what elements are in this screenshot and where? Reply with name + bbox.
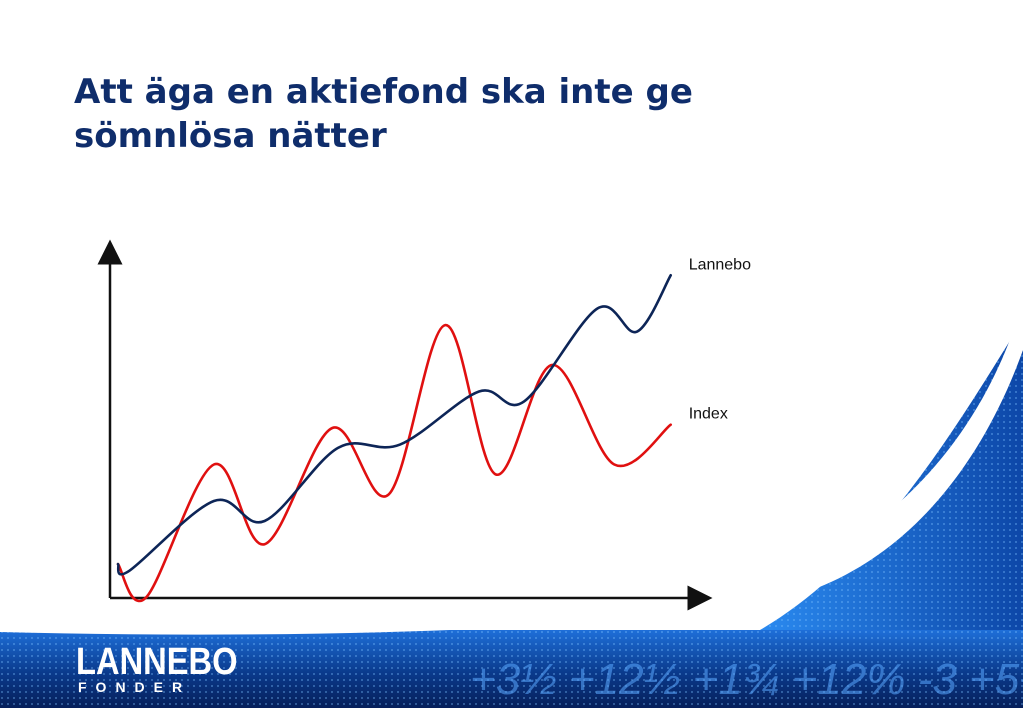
slide-title: Att äga en aktiefond ska inte ge sömnlös… <box>74 70 834 158</box>
lannebo-fonder-logo: LANNEBO FONDER <box>76 641 238 695</box>
logo-subtitle: FONDER <box>78 679 192 695</box>
series-line-lannebo <box>116 274 672 576</box>
background-swoosh <box>0 300 1023 635</box>
background-ticker-text: +3½ +12½ +1¾ +12% -3 +5¼ <box>470 655 1023 704</box>
series-label-lannebo: Lannebo <box>689 256 751 273</box>
slide-title-line-1: Att äga en aktiefond ska inte ge <box>74 72 693 112</box>
background-dots-right <box>760 320 1023 630</box>
background-dots-bottom <box>0 630 1023 708</box>
series-line-index <box>116 323 672 603</box>
logo-wordmark: LANNEBO <box>76 641 238 683</box>
series-label-index: Index <box>689 406 728 423</box>
slide-title-line-2: sömnlösa nätter <box>74 116 387 156</box>
